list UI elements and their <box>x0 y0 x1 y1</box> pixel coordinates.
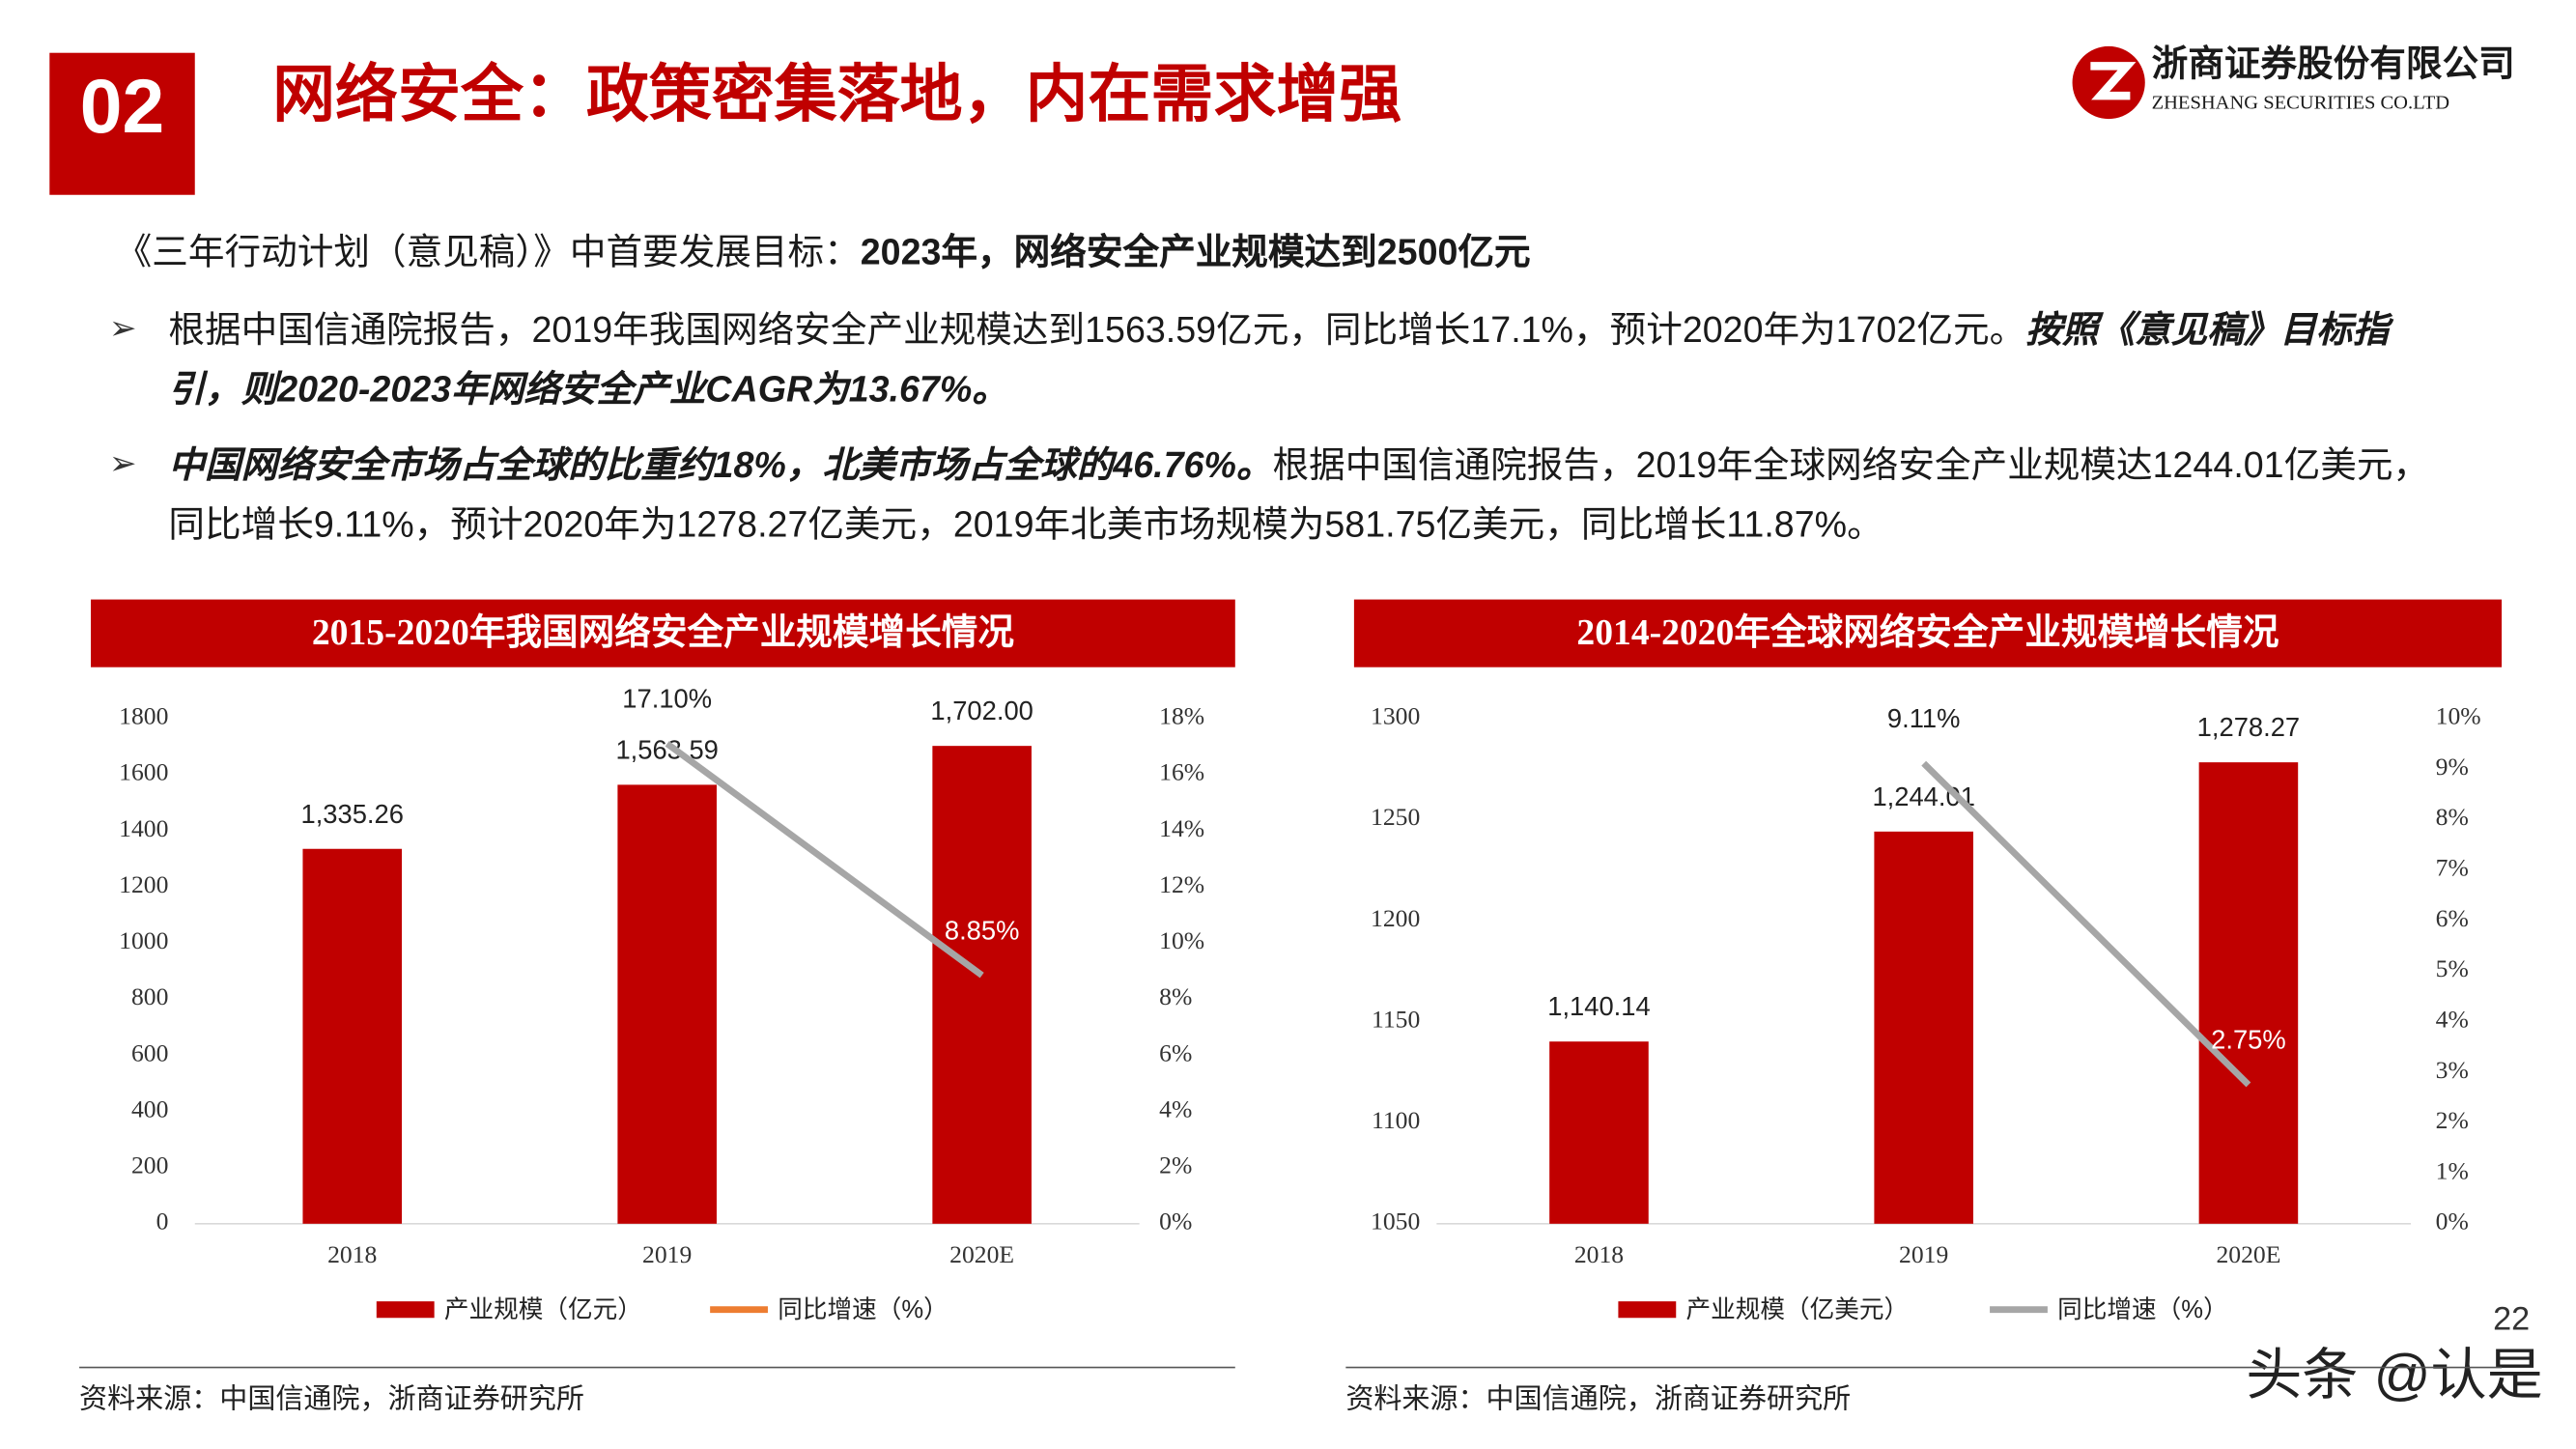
logo-mark <box>2090 62 2137 100</box>
y2-tick-label: 6% <box>1159 1038 1192 1066</box>
y-tick-label: 1250 <box>1371 803 1420 831</box>
bar <box>932 746 1032 1224</box>
y-tick-label: 1600 <box>119 758 168 786</box>
legend-label: 产业规模（亿美元） <box>1686 1295 1910 1323</box>
bullet-emphasis: 中国网络安全市场占全球的比重约18%，北美市场占全球的46.76%。 <box>168 443 1273 486</box>
line-value-label: 17.10% <box>622 684 712 714</box>
y2-tick-label: 3% <box>2436 1056 2469 1084</box>
company-name: 浙商证券股份有限公司 <box>2152 43 2515 83</box>
bar-value-label: 1,278.27 <box>2197 712 2300 742</box>
y2-tick-label: 6% <box>2436 904 2469 932</box>
bar <box>617 784 717 1224</box>
x-tick-label: 2018 <box>327 1240 377 1268</box>
y-tick-label: 1150 <box>1372 1005 1420 1033</box>
bar <box>1549 1041 1649 1224</box>
y2-tick-label: 9% <box>2436 753 2469 781</box>
bar-value-label: 1,335.26 <box>301 799 404 829</box>
y2-tick-label: 8% <box>1159 982 1192 1010</box>
x-tick-label: 2020E <box>949 1240 1014 1268</box>
intro-text: 《三年行动计划（意见稿）》中首要发展目标： <box>115 231 861 273</box>
legend-label: 产业规模（亿元） <box>444 1295 642 1323</box>
y-tick-label: 1800 <box>119 702 168 730</box>
y-tick-label: 600 <box>131 1038 168 1066</box>
bullet-arrow: ➢ <box>109 445 137 482</box>
y-tick-label: 200 <box>131 1151 168 1179</box>
intro-emphasis: 2023年，网络安全产业规模达到2500亿元 <box>860 231 1531 273</box>
y2-tick-label: 10% <box>2436 702 2481 730</box>
y-tick-label: 800 <box>131 982 168 1010</box>
bullet: 根据中国信通院报告，2019年我国网络安全产业规模达到1563.59亿元，同比增… <box>168 300 2447 419</box>
bullet-text: 根据中国信通院报告，2019年我国网络安全产业规模达到1563.59亿元，同比增… <box>168 308 2026 351</box>
y2-tick-label: 10% <box>1159 926 1204 954</box>
y-tick-label: 1100 <box>1372 1106 1420 1134</box>
line-value-label: 8.85% <box>945 915 1020 945</box>
line-value-label: 9.11% <box>1887 703 1961 733</box>
section-box <box>49 52 195 195</box>
y-tick-label: 1300 <box>1371 702 1420 730</box>
y2-tick-label: 14% <box>1159 814 1204 842</box>
bullet-box: 根据中国信通院报告，2019年我国网络安全产业规模达到1563.59亿元，同比增… <box>168 300 2447 419</box>
bar-value-label: 1,563.59 <box>615 734 718 764</box>
line-value-label: 2.75% <box>2211 1025 2286 1055</box>
line <box>1921 760 2251 1088</box>
y2-tick-label: 4% <box>2436 1005 2469 1033</box>
source: 资料来源：中国信通院，浙商证券研究所 <box>1345 1382 1851 1414</box>
slide-title: 网络安全：政策密集落地，内在需求增强 <box>272 59 1401 129</box>
legend-label: 同比增速（%） <box>778 1295 948 1323</box>
chart-title: 2015-2020年我国网络安全产业规模增长情况 <box>312 611 1014 653</box>
y2-tick-label: 8% <box>2436 803 2469 831</box>
watermark: 头条 @认是 <box>2246 1344 2543 1406</box>
bullet-text: 根据中国信通院报告，2019年全球网络安全产业规模达1244.01亿美元，同比增… <box>168 443 2430 546</box>
y-tick-label: 1200 <box>1371 904 1420 932</box>
y2-tick-label: 12% <box>1159 870 1204 898</box>
intro-box: 《三年行动计划（意见稿）》中首要发展目标：2023年，网络安全产业规模达到250… <box>116 223 2461 283</box>
y2-tick-label: 18% <box>1159 702 1204 730</box>
line <box>665 741 984 979</box>
y2-tick-label: 5% <box>2436 954 2469 982</box>
bar-value-label: 1,140.14 <box>1547 991 1650 1021</box>
y2-tick-label: 0% <box>1159 1208 1192 1236</box>
company-name-en: ZHESHANG SECURITIES CO.LTD <box>2152 92 2449 113</box>
y2-tick-label: 2% <box>2436 1106 2469 1134</box>
y2-tick-label: 7% <box>2436 854 2469 882</box>
chart-title-bar <box>1353 599 2503 668</box>
y2-tick-label: 16% <box>1159 758 1204 786</box>
source: 资料来源：中国信通院，浙商证券研究所 <box>79 1382 584 1414</box>
y-tick-label: 1050 <box>1371 1208 1420 1236</box>
x-tick-label: 2019 <box>1899 1240 1948 1268</box>
x-tick-label: 2020E <box>2216 1240 2280 1268</box>
y2-tick-label: 1% <box>2436 1156 2469 1184</box>
y-tick-label: 1200 <box>119 870 168 898</box>
chart-title-bar <box>91 599 1235 668</box>
legend-swatch <box>376 1301 435 1319</box>
y-tick-label: 1000 <box>119 926 168 954</box>
bullet-emphasis: 按照《意见稿》目标指引，则2020-2023年网络安全产业CAGR为13.67%… <box>168 308 2390 410</box>
bullet-arrow: ➢ <box>109 310 137 347</box>
bar-value-label: 1,702.00 <box>930 696 1033 725</box>
y2-tick-label: 2% <box>1159 1151 1192 1179</box>
legend-label: 同比增速（%） <box>2057 1295 2228 1323</box>
bullet: 中国网络安全市场占全球的比重约18%，北美市场占全球的46.76%。根据中国信通… <box>168 436 2447 554</box>
section-number: 02 <box>80 64 164 149</box>
bar <box>1874 831 1973 1224</box>
y-tick-label: 0 <box>156 1208 169 1236</box>
bullet-box: 中国网络安全市场占全球的比重约18%，北美市场占全球的46.76%。根据中国信通… <box>168 436 2447 554</box>
x-tick-label: 2019 <box>642 1240 692 1268</box>
y-tick-label: 1400 <box>119 814 168 842</box>
y2-tick-label: 0% <box>2436 1208 2469 1236</box>
y2-tick-label: 4% <box>1159 1094 1192 1122</box>
legend-swatch <box>1618 1301 1677 1319</box>
y-tick-label: 400 <box>131 1094 168 1122</box>
bar <box>2198 762 2299 1224</box>
chart-title: 2014-2020年全球网络安全产业规模增长情况 <box>1576 611 2279 653</box>
x-tick-label: 2018 <box>1574 1240 1624 1268</box>
page-number: 22 <box>2493 1301 2530 1338</box>
intro: 《三年行动计划（意见稿）》中首要发展目标：2023年，网络安全产业规模达到250… <box>116 223 2461 283</box>
bar <box>302 848 403 1224</box>
